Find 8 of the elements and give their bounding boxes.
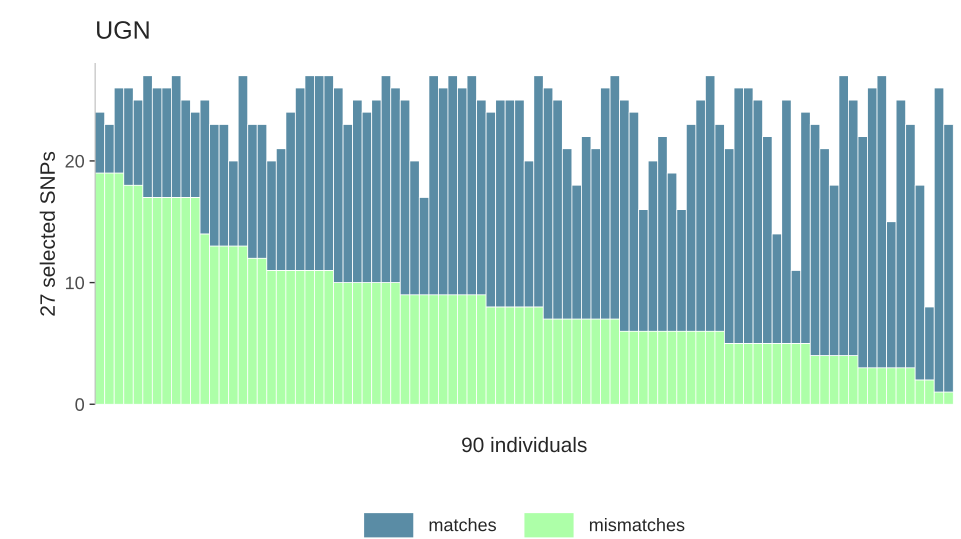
chart-title: UGN <box>97 21 149 39</box>
y-tick-label: 0 <box>75 398 84 411</box>
y-tick-label: 10 <box>66 276 84 290</box>
y-tick-label: 20 <box>66 154 84 168</box>
y-axis-title: 27 selected SNPs <box>40 152 55 316</box>
legend-label: matches <box>430 518 496 532</box>
x-axis-title: 90 individuals <box>462 436 587 452</box>
legend-label: mismatches <box>590 518 684 532</box>
